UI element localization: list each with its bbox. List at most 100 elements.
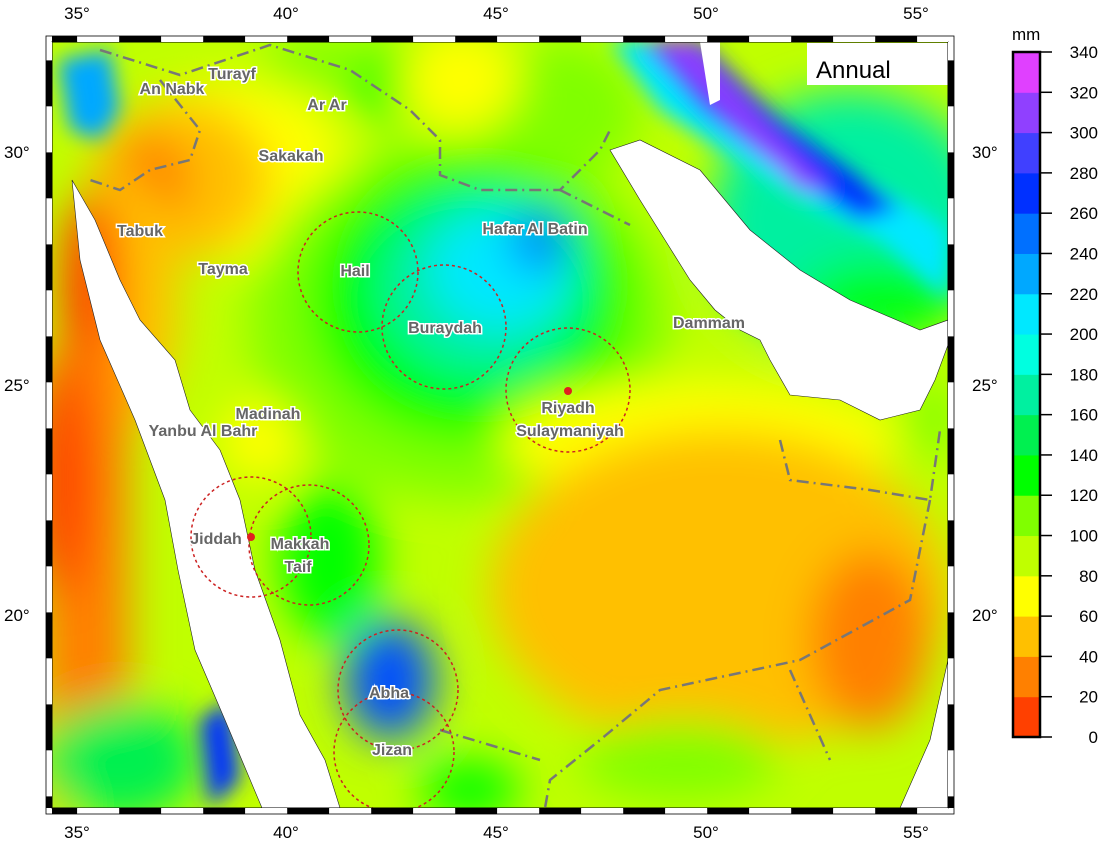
riyadh-marker (564, 387, 572, 395)
persian-gulf (609, 139, 948, 421)
lat-label: 25° (972, 376, 998, 395)
colorbar-bin (1013, 334, 1040, 375)
lon-label: 50° (693, 4, 719, 23)
frame-bar (371, 808, 414, 814)
city-label-madinah: Madinah (236, 406, 301, 423)
colorbar-tick-label: 320 (1070, 83, 1098, 102)
radius-circles (190, 211, 631, 808)
colorbar-bin (1013, 696, 1040, 738)
city-label-sulaymaniyah: Sulaymaniyah (516, 423, 624, 440)
colorbar-tick-label: 280 (1070, 164, 1098, 183)
frame-bar (161, 808, 204, 814)
lon-label: 35° (64, 823, 90, 842)
lon-label: 55° (903, 823, 929, 842)
colorbar-tick-label: 0 (1089, 728, 1098, 747)
colorbar-tick-label: 340 (1070, 43, 1098, 62)
red-sea (71, 179, 341, 808)
colorbar-tick-label: 60 (1079, 607, 1098, 626)
frame-bar (948, 474, 954, 521)
lat-label: 30° (4, 143, 30, 162)
colorbar: 0 20 40 60 80 100 120 140 160 180 200 220 240 260 280 3… (1011, 43, 1098, 747)
city-label-abha: Abha (369, 685, 409, 702)
frame-bar (287, 36, 330, 42)
circle-abha (337, 629, 459, 751)
colorbar-bin (1013, 414, 1040, 456)
frame-bar (77, 808, 120, 814)
colorbar-bin (1013, 374, 1040, 416)
frame-bar (833, 36, 876, 42)
frame-bar (161, 36, 204, 42)
colorbar-tick-label: 180 (1070, 365, 1098, 384)
colorbar-bin (1013, 616, 1040, 657)
frame-bar (46, 474, 52, 521)
frame-bar (948, 520, 954, 567)
city-label-makkah: Makkah (271, 536, 330, 553)
lon-axis-bottom: 35° 40° 45° 50° 55° (64, 823, 929, 842)
frame-bar (329, 808, 372, 814)
frame-bar (539, 808, 582, 814)
frame-bar (203, 808, 246, 814)
frame-bar (948, 658, 954, 705)
circle-riyadh (505, 327, 631, 453)
frame-bar (948, 336, 954, 383)
colorbar-bin (1013, 535, 1040, 577)
city-label-dammam: Dammam (673, 315, 745, 332)
colorbar-tick-label: 240 (1070, 244, 1098, 263)
lat-label: 25° (4, 376, 30, 395)
frame-bar (497, 808, 540, 814)
lon-label: 50° (693, 823, 719, 842)
frame-bar (749, 36, 792, 42)
city-label-hafar-al-batin: Hafar Al Batin (482, 221, 587, 238)
frame-bar (749, 808, 792, 814)
frame-bar (948, 198, 954, 245)
frame-bar (948, 704, 954, 751)
frame-bar (287, 808, 330, 814)
city-label-buraydah: Buraydah (408, 320, 482, 337)
colorbar-tick-label: 80 (1079, 567, 1098, 586)
frame-bar (77, 36, 120, 42)
frame-bar (948, 42, 954, 61)
city-label-sakakah: Sakakah (259, 148, 324, 165)
lat-axis-right: 30° 25° 20° (972, 143, 998, 625)
frame-bar (581, 36, 624, 42)
lon-label: 40° (273, 823, 299, 842)
colorbar-bin (1013, 454, 1040, 496)
gulf-top-white (700, 42, 720, 105)
city-label-hail: Hail (340, 263, 369, 280)
colorbar-bin (1013, 92, 1040, 134)
colorbar-bin (1013, 172, 1040, 214)
frame-bar (245, 808, 288, 814)
colorbar-bin (1013, 656, 1040, 698)
colorbar-tick-label: 200 (1070, 325, 1098, 344)
frame-bar (455, 36, 498, 42)
frame-bar (623, 36, 666, 42)
colorbar-tick-label: 160 (1070, 406, 1098, 425)
colorbar-tick-label: 300 (1070, 124, 1098, 143)
frame-bar (119, 36, 162, 42)
colorbar-tick-label: 260 (1070, 204, 1098, 223)
colorbar-tick-label: 20 (1079, 688, 1098, 707)
circle-buraydah (381, 264, 507, 390)
frame-bar (46, 428, 52, 475)
frame-bar (948, 244, 954, 291)
frame-bar (413, 808, 456, 814)
circle-makkah-taif (248, 484, 370, 606)
frame-bar (46, 60, 52, 107)
frame-bar (623, 808, 666, 814)
frame-bar (875, 36, 918, 42)
precipitation-field: Turayf An Nabk Ar Ar Sakakah Tabuk Tayma… (52, 42, 948, 808)
colorbar-tick-label: 140 (1070, 446, 1098, 465)
city-label-jizan: Jizan (372, 742, 412, 759)
frame-bar (46, 704, 52, 751)
frame-bar (948, 60, 954, 107)
frame-bar (497, 36, 540, 42)
colorbar-border (1011, 50, 1042, 739)
frame-bar (665, 808, 708, 814)
frame-bar (948, 382, 954, 429)
colorbar-unit: mm (1012, 25, 1040, 44)
frame-bar (46, 658, 52, 705)
country-borders (89, 43, 942, 808)
frame-bar (46, 106, 52, 153)
frame-bar (707, 808, 750, 814)
lat-label: 20° (972, 606, 998, 625)
